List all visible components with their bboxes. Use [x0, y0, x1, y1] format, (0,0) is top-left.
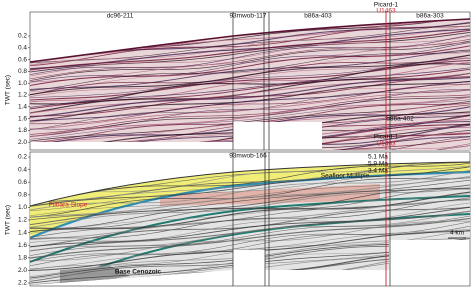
reflector — [30, 54, 470, 96]
tick-label: 0.8 — [18, 192, 27, 199]
reflector — [30, 136, 470, 150]
annotation: Pilbara Slope — [49, 202, 88, 209]
reflector — [30, 42, 470, 83]
reflector — [30, 67, 470, 108]
reflector — [30, 220, 470, 262]
reflector — [30, 83, 470, 124]
reflector — [30, 145, 470, 150]
line-label: b86a-402 — [386, 116, 414, 123]
tick-label: 1.0 — [18, 204, 27, 211]
reflector — [30, 187, 470, 228]
reflector — [30, 184, 470, 226]
reflector — [30, 199, 470, 240]
reflector — [30, 215, 470, 256]
line-label: 93mwob-166 — [229, 153, 267, 160]
reflector — [30, 176, 470, 218]
annotation: 3.4 Ma — [368, 168, 388, 175]
reflector — [30, 101, 470, 142]
tick-label: 1.6 — [18, 115, 27, 122]
tick-label: 2.0 — [18, 139, 27, 146]
reflector — [30, 132, 470, 150]
line-label: 93mwob-117 — [229, 13, 266, 20]
reflector — [30, 176, 470, 217]
tick-label: 0.2 — [18, 33, 27, 40]
tick-label: 1.4 — [18, 104, 27, 111]
reflector — [30, 165, 470, 206]
line-label: b86a-403 — [304, 13, 332, 20]
top-ticks: 0.2 0.4 0.6 0.8 1.0 1.2 1.4 1.6 1.8 2.0 — [18, 33, 30, 146]
annotation: 5.1 Ma — [368, 154, 388, 161]
reflector — [30, 162, 470, 203]
reflector — [30, 40, 470, 81]
reflector — [30, 170, 470, 211]
reflector — [30, 179, 470, 221]
reflector — [30, 50, 470, 91]
reflector — [30, 162, 470, 204]
reflector — [30, 89, 470, 130]
reflector — [30, 206, 470, 248]
tick-label: 1.2 — [18, 92, 27, 99]
reflector — [30, 76, 470, 117]
reflector — [30, 52, 470, 93]
reflector — [30, 193, 470, 234]
reflector — [30, 217, 470, 259]
reflector — [30, 198, 470, 239]
line-label: b86a-303 — [416, 13, 444, 20]
reflector — [30, 94, 470, 135]
tick-label: 2.2 — [18, 280, 27, 287]
tick-label: 0.6 — [18, 179, 27, 186]
reflector — [30, 169, 470, 211]
bottom-ticks: 0.2 0.4 0.6 0.8 1.0 1.2 1.4 1.6 1.8 2.0 2.2 — [18, 154, 30, 287]
tick-label: 1.6 — [18, 242, 27, 249]
tick-label: 0.2 — [18, 154, 27, 161]
tick-label: 0.4 — [18, 45, 27, 52]
axis-label: TWT (sec) — [5, 205, 12, 235]
tick-label: 0.6 — [18, 56, 27, 63]
tick-label: 0.4 — [18, 166, 27, 173]
reflector — [30, 132, 470, 150]
reflector — [30, 202, 470, 243]
reflector — [30, 136, 470, 150]
reflector — [30, 49, 470, 90]
axis-label: TWT (sec) — [5, 75, 12, 105]
line-label: dc96-211 — [107, 13, 134, 20]
reflector — [30, 228, 470, 270]
reflector — [30, 210, 470, 252]
bottom-panel: 93mwob-166 Picard-1 U1463 Seafloor Multi… — [5, 134, 471, 287]
tick-label: 1.8 — [18, 127, 27, 134]
well-label: Picard-1 — [374, 134, 399, 141]
reflector — [30, 25, 470, 66]
reflector — [30, 187, 470, 229]
tick-label: 1.8 — [18, 255, 27, 262]
reflector — [30, 83, 470, 125]
tick-label: 1.0 — [18, 80, 27, 87]
reflector — [30, 138, 470, 150]
tick-label: 1.2 — [18, 217, 27, 224]
reflector — [30, 96, 470, 138]
scale-label: 4 km — [450, 230, 464, 237]
reflector — [30, 166, 470, 207]
site-label: U1463 — [376, 8, 396, 15]
reflector — [30, 29, 470, 71]
reflector — [30, 188, 470, 230]
reflector — [30, 19, 470, 60]
reflector — [30, 36, 470, 77]
reflector — [30, 61, 470, 103]
annotation: 5.9 Ma — [368, 161, 388, 168]
annotation: Seafloor Multiple — [321, 173, 370, 180]
tick-label: 1.4 — [18, 229, 27, 236]
reflector — [30, 76, 470, 118]
reflector — [30, 99, 470, 140]
reflector — [30, 59, 470, 101]
annotation: Base Cenozoic — [115, 269, 162, 276]
tick-label: 2.0 — [18, 267, 27, 274]
site-label: U1463 — [376, 141, 396, 148]
tick-label: 0.8 — [18, 68, 27, 75]
reflector — [30, 39, 470, 80]
well-label: Picard-1 — [374, 2, 399, 9]
top-panel: dc96-211 93mwob-117 b86a-403 b86a-303 b8… — [5, 2, 471, 151]
reflector — [30, 25, 470, 66]
